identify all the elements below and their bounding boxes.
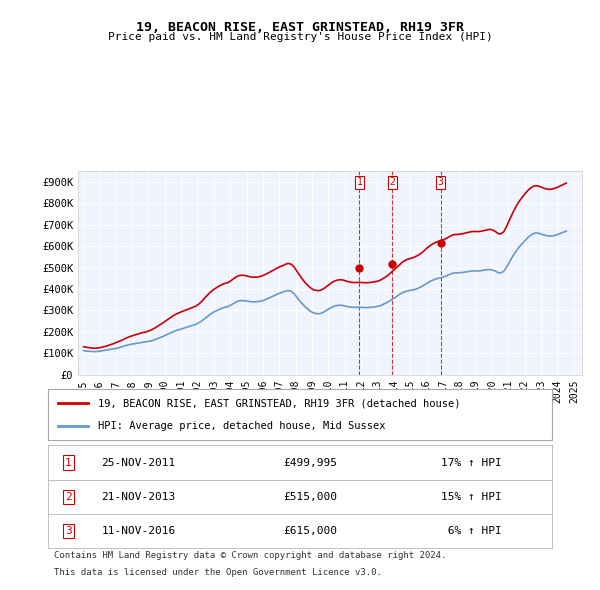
- Text: Contains HM Land Registry data © Crown copyright and database right 2024.: Contains HM Land Registry data © Crown c…: [54, 551, 446, 560]
- Text: 17% ↑ HPI: 17% ↑ HPI: [441, 458, 502, 467]
- Text: HPI: Average price, detached house, Mid Sussex: HPI: Average price, detached house, Mid …: [98, 421, 386, 431]
- Text: 6% ↑ HPI: 6% ↑ HPI: [441, 526, 502, 536]
- Text: £499,995: £499,995: [283, 458, 337, 467]
- Text: 11-NOV-2016: 11-NOV-2016: [101, 526, 176, 536]
- Text: 19, BEACON RISE, EAST GRINSTEAD, RH19 3FR: 19, BEACON RISE, EAST GRINSTEAD, RH19 3F…: [136, 21, 464, 34]
- Text: 21-NOV-2013: 21-NOV-2013: [101, 492, 176, 502]
- Text: Price paid vs. HM Land Registry's House Price Index (HPI): Price paid vs. HM Land Registry's House …: [107, 32, 493, 42]
- Text: 2: 2: [389, 177, 395, 187]
- Text: 3: 3: [438, 177, 444, 187]
- Text: 15% ↑ HPI: 15% ↑ HPI: [441, 492, 502, 502]
- Text: 1: 1: [65, 458, 71, 467]
- Text: This data is licensed under the Open Government Licence v3.0.: This data is licensed under the Open Gov…: [54, 568, 382, 576]
- Text: £615,000: £615,000: [283, 526, 337, 536]
- Text: £515,000: £515,000: [283, 492, 337, 502]
- Text: 25-NOV-2011: 25-NOV-2011: [101, 458, 176, 467]
- Text: 3: 3: [65, 526, 71, 536]
- Text: 1: 1: [356, 177, 362, 187]
- Text: 19, BEACON RISE, EAST GRINSTEAD, RH19 3FR (detached house): 19, BEACON RISE, EAST GRINSTEAD, RH19 3F…: [98, 398, 461, 408]
- Text: 2: 2: [65, 492, 71, 502]
